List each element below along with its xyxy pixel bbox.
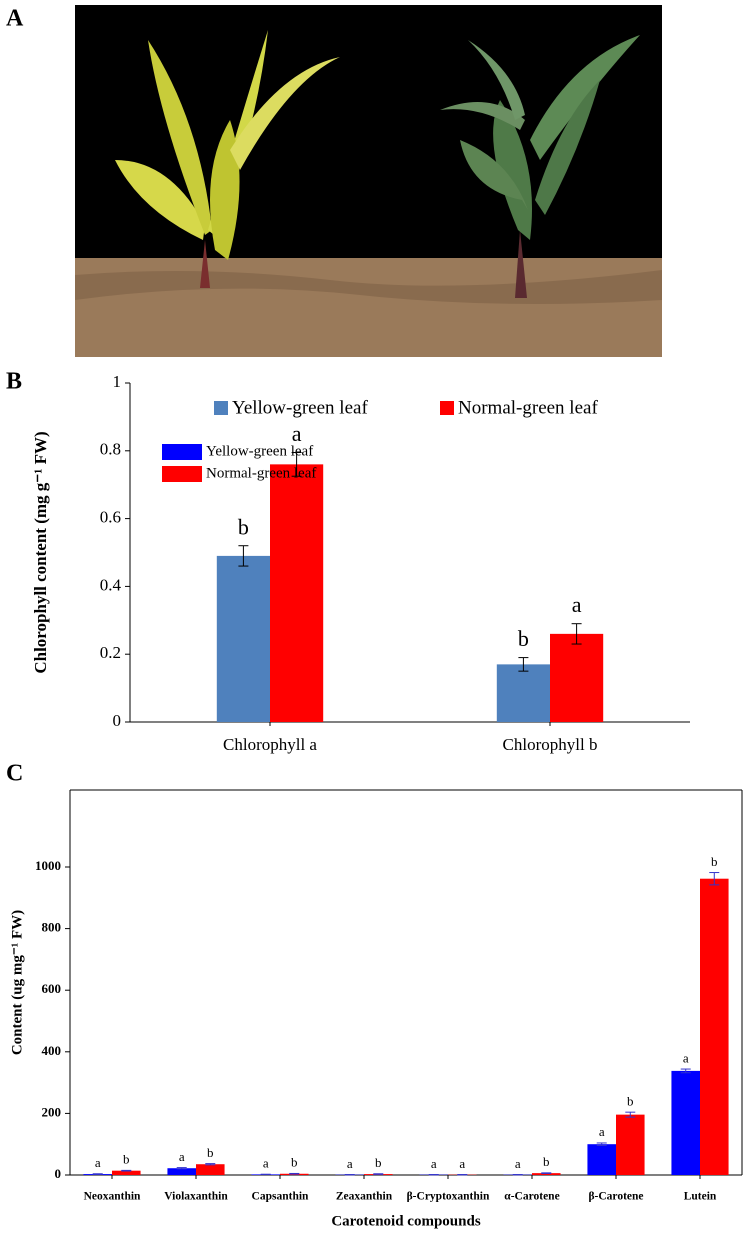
leaf [460,140,528,210]
error-bar [709,872,720,886]
significance-label: a [263,1155,269,1170]
significance-label: b [207,1145,214,1160]
error-bar [373,1173,384,1175]
error-bar [571,623,582,645]
significance-label: b [291,1155,298,1170]
significance-label: b [375,1155,382,1170]
x-tick-label: Capsanthin [252,1191,309,1203]
bar [270,464,324,722]
bar [216,555,270,722]
significance-label: b [543,1154,550,1169]
x-tick-label: Chlorophyll b [503,735,598,754]
bar [671,1070,700,1175]
x-tick-label: Neoxanthin [84,1191,141,1203]
significance-label: b [123,1152,130,1167]
y-axis-label: Content (ug mg⁻¹ FW) [9,910,25,1055]
y-tick-label: 0.4 [100,575,122,594]
leaf [468,40,525,120]
legend-label: Yellow-green leaf [232,397,368,418]
significance-label: a [95,1155,101,1170]
y-axis-label: Chlorophyll content (mg g⁻¹ FW) [31,431,50,673]
significance-label: b [238,514,249,539]
leaf [493,100,532,240]
significance-label: b [711,854,718,869]
bar [496,664,550,722]
significance-label: a [179,1149,185,1164]
significance-label: a [431,1156,437,1171]
x-tick-label: α-Carotene [504,1191,559,1203]
leaf [115,160,205,240]
error-bar [518,657,529,672]
y-tick-label: 1 [113,372,122,391]
error-bar [289,1172,300,1175]
y-tick-label: 200 [42,1104,62,1119]
significance-label: a [515,1156,521,1171]
legend-label: Normal-green leaf [458,397,598,418]
significance-label: b [627,1093,634,1108]
bar [112,1170,141,1175]
y-tick-label: 1000 [35,858,61,873]
bar [616,1114,645,1175]
y-tick-label: 800 [42,920,62,935]
legend-swatch [162,466,202,482]
bar [196,1164,225,1175]
error-bar [625,1111,636,1118]
significance-label: a [292,421,302,446]
bar [532,1173,561,1175]
error-bar [541,1172,552,1174]
x-tick-label: Chlorophyll a [223,735,317,754]
error-bar [291,451,302,477]
leaf [148,40,212,235]
panel-label: A [6,6,24,32]
significance-label: a [599,1124,605,1139]
legend-swatch [440,401,454,415]
legend-swatch [162,444,202,460]
y-tick-label: 400 [42,1043,62,1058]
leaf [210,120,240,260]
error-bar [680,1068,691,1074]
x-tick-label: β-Carotene [588,1191,643,1203]
significance-label: a [683,1050,689,1065]
significance-label: a [572,592,582,617]
panel-label: B [6,369,22,395]
x-tick-label: Zeaxanthin [336,1191,393,1203]
error-bar [596,1142,607,1146]
stem [515,230,527,298]
x-tick-label: β-Cryptoxanthin [407,1191,490,1203]
bar [550,633,604,722]
significance-label: a [459,1156,465,1171]
error-bar [176,1167,187,1170]
error-bar [92,1173,103,1175]
error-bar [121,1169,132,1172]
y-tick-label: 600 [42,981,62,996]
significance-label: a [347,1156,353,1171]
bar [700,878,729,1175]
bar [167,1168,196,1175]
stem [200,240,210,288]
error-bar [205,1163,216,1166]
x-axis-label: Carotenoid compounds [331,1213,480,1229]
legend-label: Normal-green leaf [206,465,316,481]
leaf [230,57,340,170]
panel-label: C [6,761,23,787]
photo [75,5,662,357]
legend-label: Yellow-green leaf [206,443,313,459]
significance-label: b [518,626,529,651]
y-tick-label: 0.8 [100,440,121,459]
bar [587,1144,616,1175]
y-tick-label: 0.2 [100,643,121,662]
y-tick-label: 0 [55,1166,62,1181]
x-tick-label: Violaxanthin [164,1191,228,1203]
error-bar [238,545,249,567]
leaf [535,80,600,215]
legend-swatch [214,401,228,415]
leaf [440,102,525,130]
y-tick-label: 0 [113,711,122,730]
y-tick-label: 0.6 [100,508,121,527]
x-tick-label: Lutein [684,1191,717,1203]
